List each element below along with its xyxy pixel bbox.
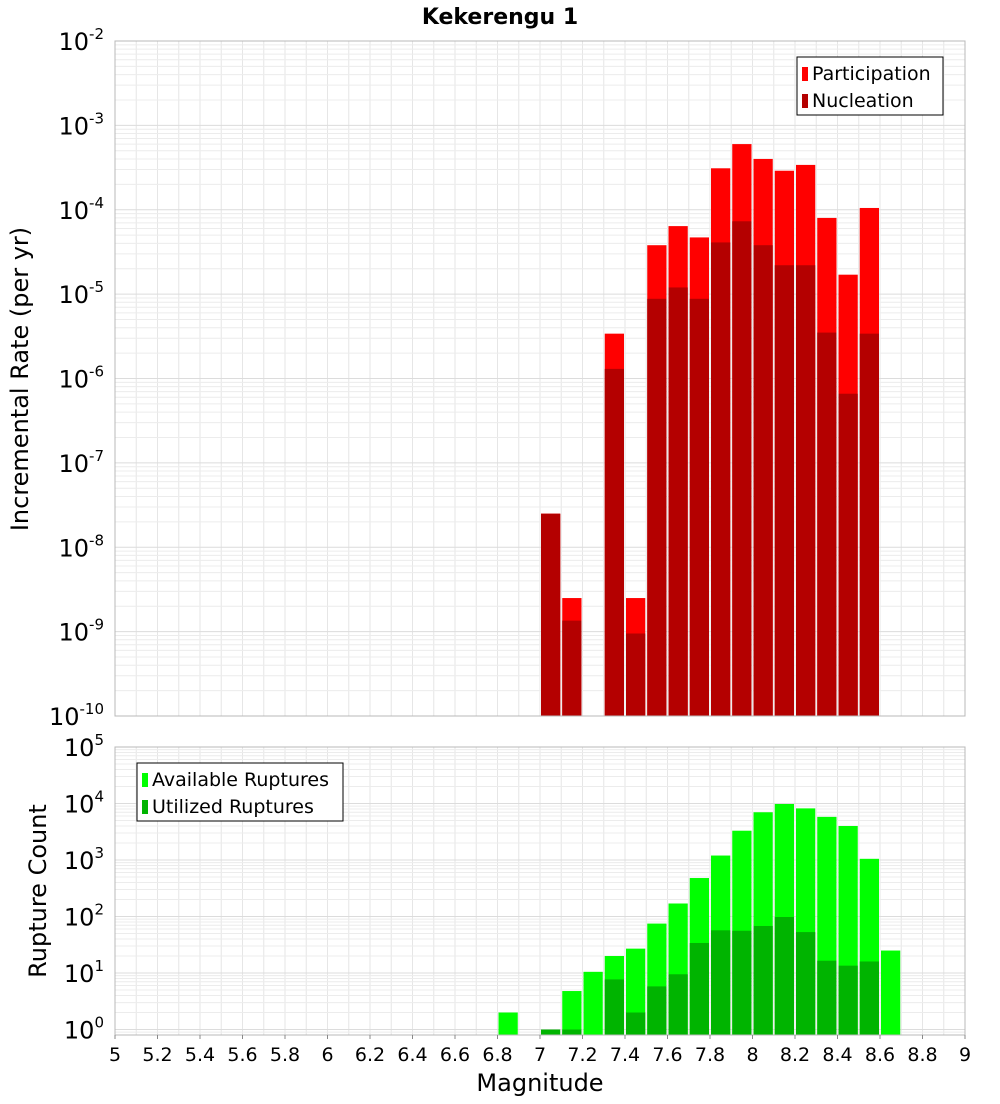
bar [562,1029,582,1035]
x-tick-label: 6.8 [482,1044,512,1066]
bar [838,965,858,1035]
legend-label: Utilized Ruptures [152,796,314,818]
x-tick-label: 8.6 [865,1044,895,1066]
bar [774,265,794,716]
x-tick-label: 7.2 [567,1044,597,1066]
y-tick-label: 104 [64,788,104,819]
bar [583,971,603,1035]
y-tick-label: 10-10 [49,700,104,731]
y-tick-label: 105 [64,731,104,762]
x-tick-label: 5.4 [185,1044,215,1066]
bar [881,950,901,1035]
legend-label: Available Ruptures [152,769,329,791]
x-tick-label: 7 [534,1044,546,1066]
x-tick-label: 7.4 [610,1044,640,1066]
bar [604,368,624,716]
bar [732,930,752,1035]
y-tick-label: 10-9 [58,616,104,647]
y-tick-label: 10-3 [58,109,104,140]
legend-label: Nucleation [812,90,914,112]
legend: Participation Nucleation [796,56,944,116]
x-tick-label: 6.6 [440,1044,470,1066]
legend-swatch [802,67,808,81]
y-tick-label: 101 [64,957,104,988]
grid [114,41,966,717]
top-y-axis-label: Incremental Rate (per yr) [6,227,34,531]
x-tick-label: 8.8 [907,1044,937,1066]
x-tick-label: 5.2 [142,1044,172,1066]
bottom-y-axis-label: Rupture Count [24,804,52,978]
x-tick-label: 7.8 [695,1044,725,1066]
bar [859,961,879,1035]
x-tick-label: 9 [959,1044,971,1066]
bar [498,1012,518,1035]
series-nucleation [541,221,879,717]
y-tick-label: 10-4 [58,194,104,225]
bottom-chart: 100 101 102 103 104 105 5 5.2 5.4 5.6 5.8 6 6.2 6.4 6.… [64,731,971,1066]
legend-swatch [142,800,148,814]
bar [732,221,752,716]
x-tick-label: 6 [321,1044,333,1066]
x-tick-label: 7.6 [652,1044,682,1066]
y-tick-label: 10-8 [58,531,104,562]
bar [859,333,879,716]
bar [689,298,709,716]
y-tick-label: 10-7 [58,447,104,478]
x-tick-label: 6.2 [355,1044,385,1066]
x-axis-label: Magnitude [476,1069,603,1097]
bar [796,265,816,716]
chart-title: Kekerengu 1 [422,5,578,30]
bar [562,991,582,1035]
x-tick-label: 5.8 [270,1044,300,1066]
bar [753,245,773,717]
bar [753,925,773,1035]
bar [647,986,667,1035]
bar [796,932,816,1035]
bar [668,974,688,1035]
y-tick-label: 10-2 [58,25,104,56]
legend: Available Ruptures Utilized Ruptures [136,762,344,822]
legend-box [136,762,344,822]
bar [838,393,858,716]
x-tick-label: 5.6 [227,1044,257,1066]
legend-box [796,56,944,116]
legend-swatch [802,94,808,108]
y-tick-label: 10-5 [58,278,104,309]
series-utilized-ruptures [541,917,879,1035]
bar [541,513,561,716]
bar [647,298,667,716]
plot-frame [114,40,966,717]
legend-swatch [142,773,148,787]
bar [562,620,582,716]
x-tick-label: 8.4 [822,1044,852,1066]
y-tick-label: 100 [64,1014,104,1045]
y-tick-label: 102 [64,901,104,932]
bar [668,287,688,716]
bar [711,930,731,1035]
bar [626,1012,646,1035]
x-tick-label: 5 [109,1044,121,1066]
top-chart: 10-10 10-9 10-8 10-7 10-6 10-5 10-4 10-3 10-2 Par… [49,25,966,731]
bar [711,242,731,716]
y-tick-label: 103 [64,844,104,875]
y-tick-label: 10-6 [58,363,104,394]
bar [774,917,794,1035]
bar [817,960,837,1035]
x-tick-label: 8.2 [780,1044,810,1066]
bar [689,942,709,1035]
x-tick-label: 6.4 [397,1044,427,1066]
bar [626,633,646,716]
bar [541,1029,561,1035]
bar [604,979,624,1035]
x-tick-label: 8 [746,1044,758,1066]
bar [817,332,837,716]
legend-label: Participation [812,63,931,85]
